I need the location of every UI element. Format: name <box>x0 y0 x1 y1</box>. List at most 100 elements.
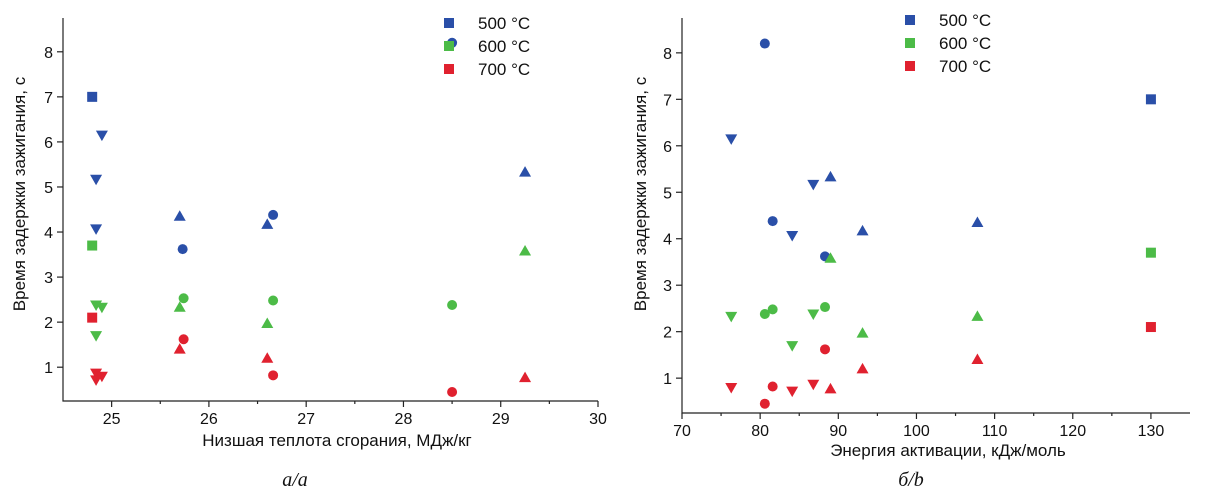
legend-swatch <box>444 18 454 28</box>
y-tick-label: 1 <box>44 360 53 377</box>
y-tick-label: 3 <box>44 270 53 287</box>
x-axis-label: Энергия активации, кДж/моль <box>830 441 1066 460</box>
legend-swatch <box>905 15 915 25</box>
x-tick-label: 30 <box>589 411 607 428</box>
data-point <box>268 209 279 220</box>
y-tick-label: 3 <box>663 278 672 295</box>
data-point <box>767 381 778 392</box>
series-500 <box>725 38 1156 262</box>
legend-label: 500 °C <box>478 14 530 33</box>
panel-caption: б/b <box>898 469 924 491</box>
y-tick-label: 6 <box>44 135 53 152</box>
data-point <box>447 300 458 311</box>
data-point <box>767 216 778 227</box>
data-point <box>90 224 103 235</box>
data-point <box>725 311 738 323</box>
data-point <box>971 310 984 321</box>
legend-label: 600 °C <box>478 37 530 56</box>
data-point <box>178 334 189 345</box>
y-tick-label: 1 <box>663 371 672 388</box>
data-point <box>725 382 738 394</box>
data-point <box>177 244 188 255</box>
x-tick-label: 120 <box>1059 423 1086 440</box>
legend-swatch <box>444 64 454 74</box>
data-point <box>759 398 770 409</box>
data-point <box>759 309 770 320</box>
data-point <box>173 210 186 221</box>
data-point <box>261 352 274 363</box>
legend-label: 700 °C <box>939 57 991 76</box>
data-point <box>807 309 820 321</box>
data-point <box>268 295 279 306</box>
data-point <box>261 317 274 328</box>
legend-swatch <box>905 38 915 48</box>
series-600 <box>725 247 1156 352</box>
y-tick-label: 2 <box>44 315 53 332</box>
data-point <box>95 130 108 142</box>
y-axis-label: Время задержки зажигания, с <box>631 76 650 311</box>
y-tick-label: 8 <box>44 45 53 62</box>
data-point <box>90 331 103 342</box>
data-point <box>820 344 831 355</box>
x-tick-label: 110 <box>982 423 1008 440</box>
x-tick-label: 28 <box>395 411 413 428</box>
data-point <box>767 304 778 315</box>
chart-panel-b: Время задержки зажигания, с Энергия акти… <box>631 11 1190 491</box>
legend: 500 °C 600 °C 700 °C <box>905 11 991 76</box>
data-point <box>824 382 837 394</box>
y-tick-label: 6 <box>663 139 672 156</box>
x-tick-label: 25 <box>103 411 121 428</box>
data-point <box>90 368 103 380</box>
data-point <box>759 38 770 49</box>
data-point <box>87 312 98 323</box>
x-tick-label: 100 <box>903 423 930 440</box>
data-point <box>268 370 279 381</box>
data-point <box>856 224 869 236</box>
data-point <box>519 244 532 256</box>
y-axis-label: Время задержки зажигания, с <box>10 76 29 311</box>
x-tick-label: 26 <box>200 411 218 428</box>
x-tick-label: 90 <box>829 423 847 440</box>
x-tick-label: 29 <box>492 411 510 428</box>
data-point <box>173 343 186 354</box>
x-tick-label: 130 <box>1138 423 1165 440</box>
data-point <box>173 301 186 312</box>
legend-label: 600 °C <box>939 34 991 53</box>
legend-swatch <box>905 61 915 71</box>
series-500 <box>87 37 532 255</box>
y-tick-label: 4 <box>663 232 672 249</box>
y-tick-label: 2 <box>663 325 672 342</box>
series-700 <box>725 322 1156 409</box>
data-point <box>519 371 532 383</box>
data-point <box>178 293 189 304</box>
data-point <box>1145 247 1156 258</box>
x-tick-label: 80 <box>751 423 769 440</box>
x-axis-label: Низшая теплота сгорания, МДж/кг <box>202 431 471 450</box>
y-tick-label: 5 <box>663 185 672 202</box>
series-700 <box>87 312 532 397</box>
data-point <box>1145 94 1156 105</box>
data-point <box>95 371 108 383</box>
data-point <box>90 174 103 186</box>
legend-label: 500 °C <box>939 11 991 30</box>
data-point <box>786 341 799 352</box>
data-point <box>519 166 532 177</box>
axes-frame <box>681 18 1190 414</box>
y-tick-label: 7 <box>663 92 672 109</box>
data-point <box>1145 322 1156 333</box>
data-point <box>95 302 108 314</box>
data-point <box>786 230 799 242</box>
y-tick-label: 7 <box>44 90 53 107</box>
legend-label: 700 °C <box>478 60 530 79</box>
data-point <box>786 386 799 398</box>
y-tick-label: 4 <box>44 225 53 242</box>
data-point <box>856 362 869 374</box>
x-tick-label: 70 <box>673 423 691 440</box>
panel-caption: a/a <box>282 469 308 491</box>
data-point <box>824 252 837 263</box>
data-point <box>807 179 820 191</box>
y-tick-label: 5 <box>44 180 53 197</box>
legend-swatch <box>444 41 454 51</box>
axes-frame <box>62 18 598 402</box>
